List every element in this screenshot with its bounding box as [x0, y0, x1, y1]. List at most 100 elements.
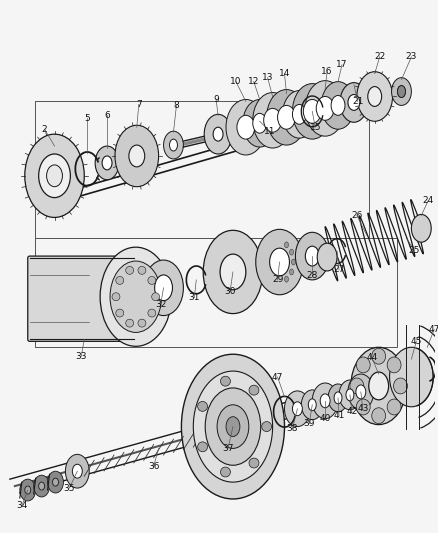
Ellipse shape	[319, 394, 329, 408]
Ellipse shape	[34, 475, 49, 497]
Text: 22: 22	[373, 52, 385, 61]
Text: 25: 25	[408, 246, 419, 255]
Ellipse shape	[367, 86, 381, 107]
Text: 32: 32	[155, 300, 166, 309]
Ellipse shape	[349, 378, 363, 394]
Ellipse shape	[333, 392, 341, 404]
Ellipse shape	[143, 260, 183, 316]
Ellipse shape	[248, 385, 258, 395]
Ellipse shape	[255, 229, 303, 295]
Text: 24: 24	[422, 196, 433, 205]
Ellipse shape	[347, 94, 359, 110]
Ellipse shape	[110, 261, 161, 333]
Ellipse shape	[304, 246, 318, 266]
Ellipse shape	[389, 348, 432, 407]
Ellipse shape	[252, 93, 292, 148]
Ellipse shape	[300, 390, 322, 419]
Ellipse shape	[284, 242, 288, 248]
Ellipse shape	[39, 154, 70, 198]
Ellipse shape	[212, 127, 223, 141]
Text: 12: 12	[247, 77, 259, 86]
Ellipse shape	[248, 458, 258, 468]
Ellipse shape	[371, 348, 385, 364]
Ellipse shape	[327, 384, 347, 411]
Ellipse shape	[396, 86, 405, 98]
Ellipse shape	[219, 254, 245, 290]
Ellipse shape	[339, 83, 367, 122]
Ellipse shape	[371, 408, 385, 424]
Ellipse shape	[355, 385, 365, 399]
Ellipse shape	[307, 399, 315, 411]
Ellipse shape	[204, 115, 231, 154]
Text: 40: 40	[319, 414, 330, 423]
Ellipse shape	[263, 108, 281, 132]
Ellipse shape	[148, 309, 155, 317]
Text: 47: 47	[271, 373, 283, 382]
Ellipse shape	[292, 84, 331, 139]
Text: 47: 47	[427, 325, 438, 334]
Text: 13: 13	[261, 73, 273, 82]
Text: 8: 8	[173, 101, 179, 110]
Text: 5: 5	[84, 114, 90, 123]
Ellipse shape	[347, 374, 373, 410]
Ellipse shape	[129, 145, 145, 167]
Text: 11: 11	[263, 127, 275, 136]
Ellipse shape	[25, 486, 31, 494]
Ellipse shape	[391, 78, 410, 106]
Text: 45: 45	[410, 337, 421, 346]
Text: 9: 9	[213, 95, 219, 104]
Ellipse shape	[47, 471, 64, 493]
Ellipse shape	[20, 479, 35, 501]
Ellipse shape	[102, 156, 112, 170]
Ellipse shape	[304, 80, 344, 136]
Ellipse shape	[72, 464, 82, 478]
Ellipse shape	[269, 248, 289, 276]
Ellipse shape	[284, 276, 288, 282]
Ellipse shape	[181, 354, 284, 499]
Ellipse shape	[295, 232, 328, 280]
Ellipse shape	[356, 72, 392, 122]
Text: 14: 14	[278, 69, 290, 78]
Ellipse shape	[151, 293, 159, 301]
Ellipse shape	[217, 405, 248, 448]
Ellipse shape	[315, 96, 333, 120]
Text: 44: 44	[365, 353, 377, 362]
Ellipse shape	[292, 104, 306, 124]
Ellipse shape	[205, 388, 260, 465]
Ellipse shape	[277, 106, 295, 129]
Ellipse shape	[368, 372, 388, 400]
Ellipse shape	[321, 82, 354, 129]
Ellipse shape	[25, 134, 84, 217]
Ellipse shape	[303, 100, 321, 123]
Text: 27: 27	[332, 265, 344, 274]
Ellipse shape	[65, 454, 89, 488]
Ellipse shape	[289, 269, 293, 275]
Ellipse shape	[350, 348, 406, 425]
Text: 21: 21	[351, 97, 363, 106]
Ellipse shape	[226, 100, 265, 155]
Ellipse shape	[356, 357, 369, 373]
Text: 41: 41	[332, 411, 344, 420]
Ellipse shape	[53, 478, 58, 486]
Ellipse shape	[220, 376, 230, 386]
Ellipse shape	[289, 249, 293, 255]
Ellipse shape	[311, 383, 337, 418]
Text: 33: 33	[75, 352, 87, 361]
FancyBboxPatch shape	[28, 256, 135, 341]
Text: 28: 28	[306, 271, 317, 280]
Ellipse shape	[386, 357, 400, 373]
Text: 38: 38	[286, 424, 297, 433]
Text: 6: 6	[104, 111, 110, 120]
Ellipse shape	[242, 100, 276, 147]
Ellipse shape	[252, 114, 266, 133]
Ellipse shape	[125, 319, 133, 327]
Ellipse shape	[115, 125, 158, 187]
Text: 23: 23	[405, 52, 416, 61]
Ellipse shape	[266, 90, 306, 145]
Ellipse shape	[226, 417, 239, 437]
Ellipse shape	[163, 131, 183, 159]
Ellipse shape	[125, 266, 133, 274]
Ellipse shape	[100, 247, 171, 346]
Text: 26: 26	[350, 211, 362, 220]
Text: 29: 29	[271, 276, 283, 285]
